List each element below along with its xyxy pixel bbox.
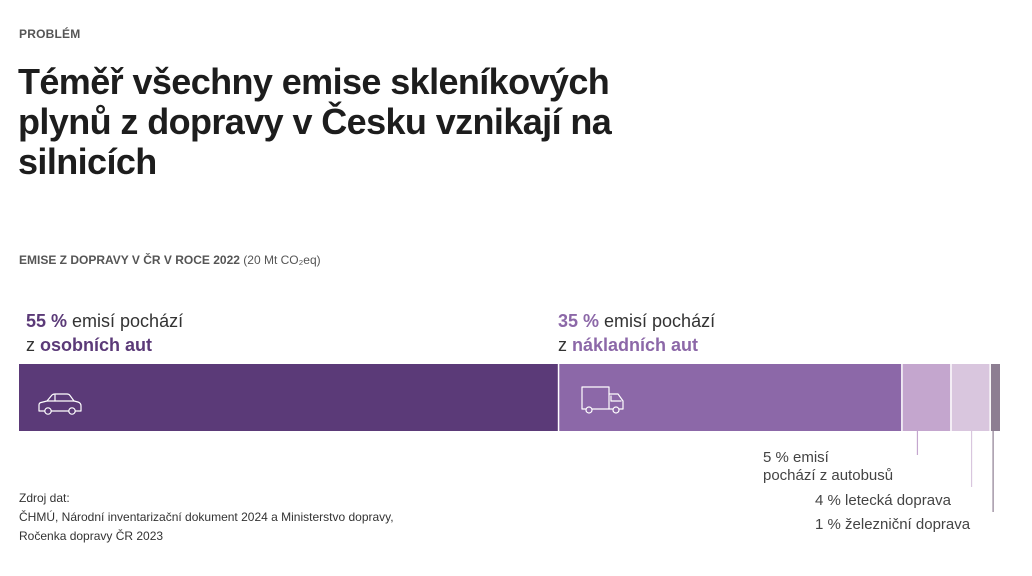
- source-line-1: ČHMÚ, Národní inventarizační dokument 20…: [19, 510, 394, 524]
- bar-segment-3: [950, 364, 991, 431]
- source-heading: Zdroj dat:: [19, 491, 70, 505]
- section-eyebrow: PROBLÉM: [19, 27, 81, 41]
- cars-pct: 55 %: [26, 311, 68, 331]
- source-line-2: Ročenka dopravy ČR 2023: [19, 529, 164, 543]
- trucks-line2-prefix: z: [558, 335, 573, 355]
- truck-icon: [581, 386, 624, 414]
- trucks-line1-rest: emisí pochází: [599, 311, 716, 331]
- bar-segments: [19, 364, 1000, 431]
- cars-callout: 55 % emisí pochází z osobních aut: [26, 309, 183, 357]
- rail-label: 1 % železniční doprava: [815, 516, 971, 533]
- chart-subtitle-bold: EMISE Z DOPRAVY V ČR V ROCE 2022: [19, 253, 240, 267]
- chart-subtitle: EMISE Z DOPRAVY V ČR V ROCE 2022 (20 Mt …: [19, 253, 321, 267]
- bar-segment-2: [901, 364, 951, 431]
- leader-lines: [916, 431, 994, 512]
- bar-segment-0: [19, 364, 559, 431]
- trucks-callout: 35 % emisí pochází z nákladních aut: [558, 309, 715, 357]
- cars-line1-rest: emisí pochází: [67, 311, 184, 331]
- bus-label: 5 % emisí pochází z autobusů: [763, 449, 893, 485]
- air-label: 4 % letecká doprava: [815, 492, 951, 509]
- bus-label-line2: pochází z autobusů: [763, 467, 894, 484]
- data-source: Zdroj dat: ČHMÚ, Národní inventarizační …: [19, 489, 394, 546]
- chart-subtitle-unit: (20 Mt CO₂eq): [243, 253, 321, 267]
- cars-line2-prefix: z: [26, 335, 41, 355]
- trucks-emph: nákladních aut: [572, 335, 699, 355]
- trucks-pct: 35 %: [558, 311, 600, 331]
- cars-emph: osobních aut: [40, 335, 153, 355]
- car-icon: [38, 393, 82, 415]
- bar-segment-4: [990, 364, 1000, 431]
- bar-segment-1: [558, 364, 902, 431]
- page-title: Téměř všechny emise skleníkových plynů z…: [18, 61, 612, 182]
- bus-label-line1: 5 % emisí: [763, 449, 829, 466]
